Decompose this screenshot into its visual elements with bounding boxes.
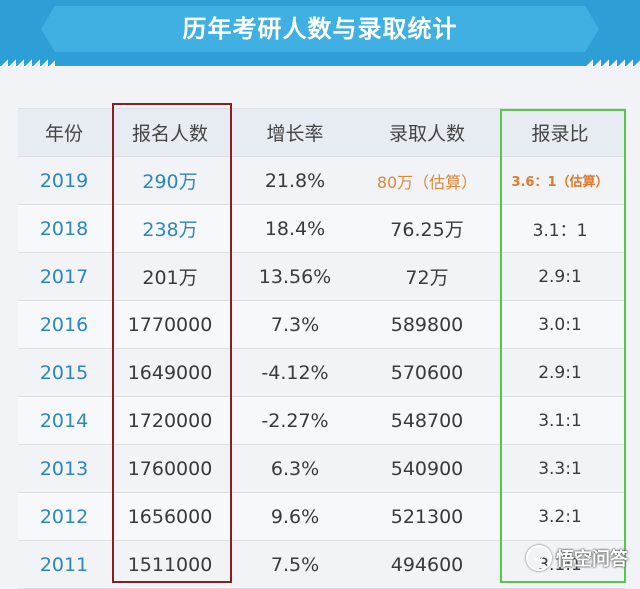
growth-cell: 21.8% <box>264 169 326 192</box>
table-row: 2012 1656000 9.6% 521300 3.2:1 <box>18 493 626 541</box>
growth-cell: -4.12% <box>261 361 329 384</box>
year-cell: 2017 <box>39 265 89 288</box>
column-header-growth: 增长率 <box>266 123 324 145</box>
column-header-applicants: 报名人数 <box>131 123 208 145</box>
applicants-highlight-frame <box>112 103 232 583</box>
stats-table: 年份 报名人数 增长率 录取人数 报录比 2019 290万 21.8% 80万… <box>18 108 626 589</box>
growth-cell: 13.56% <box>258 265 332 288</box>
year-cell: 2015 <box>39 361 89 384</box>
growth-cell: 6.3% <box>270 457 320 480</box>
ratio-cell: 3.3:1 <box>538 458 582 479</box>
title-banner: 历年考研人数与录取统计 <box>0 0 640 67</box>
growth-cell: 9.6% <box>270 505 320 528</box>
title-band <box>41 6 599 52</box>
year-cell: 2011 <box>39 553 89 576</box>
admitted-cell: 80万（估算） <box>376 172 478 192</box>
ratio-cell: 3.6：1（估算） <box>511 175 609 190</box>
applicants-cell: 1760000 <box>127 457 213 480</box>
year-cell: 2019 <box>39 169 89 192</box>
table-row: 2015 1649000 -4.12% 570600 2.9:1 <box>18 349 626 397</box>
admitted-cell: 494600 <box>390 553 464 576</box>
ratio-highlight-frame <box>500 109 626 583</box>
ratio-cell: 2.9:1 <box>538 362 582 383</box>
admitted-cell: 76.25万 <box>390 219 464 241</box>
year-cell: 2016 <box>39 313 89 336</box>
table-row: 2018 238万 18.4% 76.25万 3.1：1 <box>18 205 626 253</box>
admitted-cell: 540900 <box>390 457 464 480</box>
applicants-cell: 1649000 <box>127 361 213 384</box>
table-row: 2013 1760000 6.3% 540900 3.3:1 <box>18 445 626 493</box>
admitted-cell: 521300 <box>390 505 464 528</box>
applicants-cell: 290万 <box>142 171 198 193</box>
column-header-ratio: 报录比 <box>531 123 589 145</box>
admitted-cell: 589800 <box>390 313 464 336</box>
applicants-cell: 1511000 <box>127 553 213 576</box>
year-cell: 2013 <box>39 457 89 480</box>
table-row: 2019 290万 21.8% 80万（估算） 3.6：1（估算） <box>18 157 626 205</box>
watermark-text: 悟空问答 <box>556 549 628 570</box>
column-header-admitted: 录取人数 <box>388 123 465 145</box>
admitted-cell: 570600 <box>390 361 464 384</box>
ratio-cell: 3.2:1 <box>538 506 582 527</box>
admitted-cell: 548700 <box>390 409 464 432</box>
applicants-cell: 1720000 <box>127 409 213 432</box>
table-row: 2014 1720000 -2.27% 548700 3.1:1 <box>18 397 626 445</box>
ratio-cell: 3.1:1 <box>538 410 582 431</box>
table-header-row: 年份 报名人数 增长率 录取人数 报录比 <box>18 109 626 157</box>
ratio-cell: 2.9:1 <box>538 266 582 287</box>
growth-cell: 7.5% <box>270 553 320 576</box>
applicants-cell: 1770000 <box>127 313 213 336</box>
applicants-cell: 1656000 <box>127 505 213 528</box>
growth-cell: 18.4% <box>264 217 326 240</box>
year-cell: 2012 <box>39 505 89 528</box>
watermark: 悟空问答 <box>526 545 628 571</box>
applicants-cell: 201万 <box>142 267 198 289</box>
ratio-cell: 3.1：1 <box>532 221 588 241</box>
admitted-cell: 72万 <box>405 267 449 289</box>
applicants-cell: 238万 <box>142 219 198 241</box>
growth-cell: -2.27% <box>261 409 329 432</box>
year-cell: 2018 <box>39 217 89 240</box>
wukong-logo-icon <box>526 545 552 571</box>
table-row: 2017 201万 13.56% 72万 2.9:1 <box>18 253 626 301</box>
growth-cell: 7.3% <box>270 313 320 336</box>
column-header-year: 年份 <box>44 123 83 145</box>
ratio-cell: 3.0:1 <box>538 314 582 335</box>
page-title: 历年考研人数与录取统计 <box>182 15 458 43</box>
year-cell: 2014 <box>39 409 89 432</box>
table-row: 2016 1770000 7.3% 589800 3.0:1 <box>18 301 626 349</box>
